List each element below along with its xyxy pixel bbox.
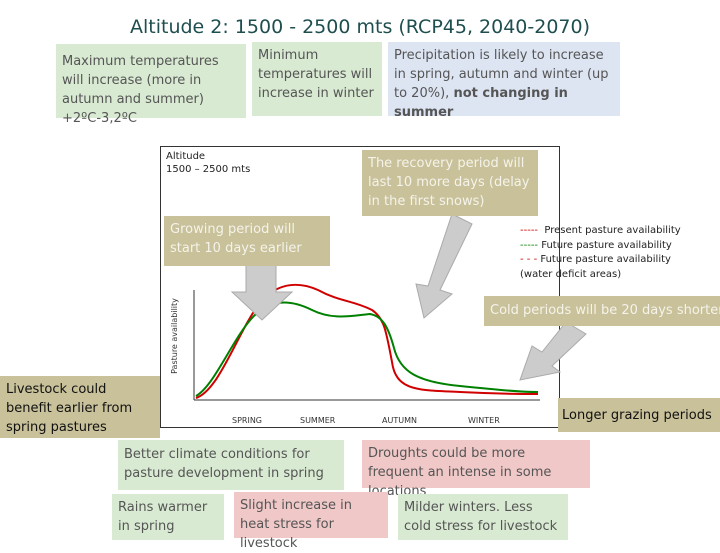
droughts-box: Droughts could be more frequent an inten… [362,440,590,499]
max-temperature-box: Maximum temperatures will increase (more… [56,44,246,126]
season-winter: WINTER [468,416,500,425]
y-axis-label: Pasture availability [170,298,179,374]
season-summer: SUMMER [300,416,336,425]
present-pasture-line [195,283,539,399]
legend-item-future: ----- Future pasture availability [520,239,692,254]
legend-item-present: ----- Present pasture availability [520,224,692,239]
better-climate-box: Better climate conditions for pasture de… [118,440,344,490]
min-temperature-box: Minimum temperatures will increase in wi… [252,42,382,116]
page-title: Altitude 2: 1500 - 2500 mts (RCP45, 2040… [129,16,591,38]
growing-period-box: Growing period will start 10 days earlie… [164,216,330,266]
growing-arrow [230,263,294,321]
chart-label-line1: Altitude [166,151,206,162]
precipitation-summer-text: not changing in summer [394,86,568,120]
chart-label-line2: 1500 – 2500 mts [166,164,251,175]
season-autumn: AUTUMN [382,416,417,425]
legend-dash-green: ----- [520,239,539,251]
heat-stress-box: Slight increase in heat stress for lives… [234,492,388,551]
milder-winters-box: Milder winters. Less cold stress for liv… [398,494,568,540]
legend-text-future: Future pasture availability [541,239,672,251]
chart-legend: ----- Present pasture availability -----… [520,224,692,282]
legend-dash-red: ----- [520,225,539,236]
cold-periods-box: Cold periods will be 20 days shorter [484,296,720,326]
longer-grazing-box: Longer grazing periods [558,398,720,432]
legend-text-future-deficit: Future pasture availability [540,254,671,265]
recovery-arrow [415,213,473,319]
cold-arrow [519,321,587,381]
legend-text-present: Present pasture availability [544,225,681,236]
y-axis-label-wrap: Pasture availability [170,292,182,388]
legend-item-future-deficit: - - - Future pasture availability [520,253,692,268]
chart-drawing [193,213,587,401]
legend-text-water-deficit: (water deficit areas) [520,268,622,280]
precipitation-text: Precipitation is likely to increase in s… [394,48,609,101]
recovery-period-box: The recovery period will last 10 more da… [362,150,538,216]
rains-box: Rains warmer in spring [112,494,224,540]
chart-label: Altitude 1500 – 2500 mts [166,150,250,176]
future-pasture-line [195,301,539,397]
season-spring: SPRING [232,416,263,425]
precipitation-box: Precipitation is likely to increase in s… [388,42,620,120]
legend-dash-red-dashed: - - - [520,254,538,265]
livestock-box: Livestock could benefit earlier from spr… [0,376,160,438]
